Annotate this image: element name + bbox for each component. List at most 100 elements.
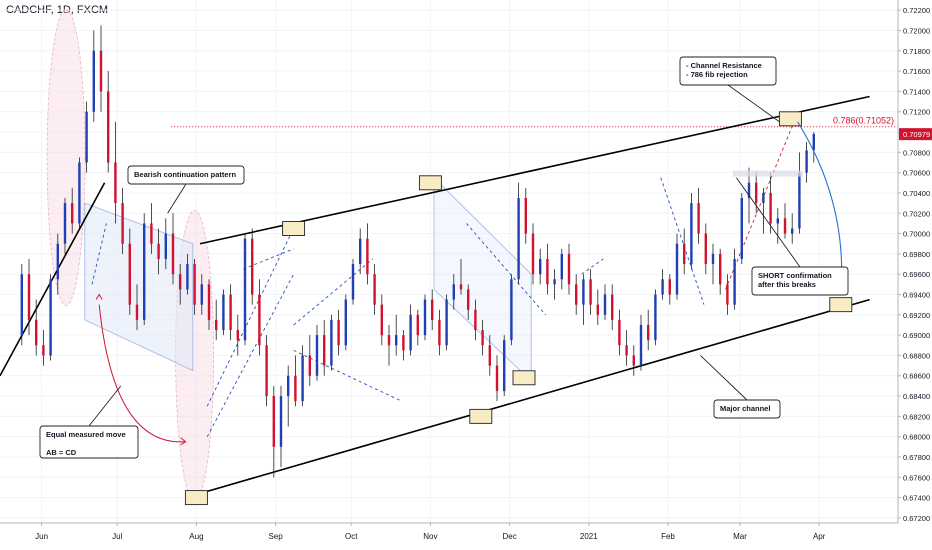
candle: [733, 248, 736, 310]
touch-point-box: [469, 408, 493, 424]
candle: [150, 203, 153, 254]
candle-body: [287, 375, 290, 397]
early-trend-line: [0, 182, 106, 377]
price-tick-label: 0.68000: [903, 433, 930, 442]
candle-body: [107, 91, 110, 163]
candle-body: [35, 319, 38, 346]
candle: [575, 274, 578, 315]
candle-body: [330, 319, 333, 366]
candle-body: [647, 324, 650, 341]
candle-body: [776, 218, 779, 224]
candle: [567, 243, 571, 295]
candle: [366, 223, 369, 285]
candle-body: [387, 335, 391, 346]
price-tick-label: 0.67400: [903, 494, 930, 503]
candle: [416, 309, 419, 346]
callout-box: [39, 425, 139, 459]
candle-body: [222, 294, 225, 331]
price-tick-label: 0.71800: [903, 47, 930, 56]
candle-body: [704, 233, 707, 265]
candle-body: [769, 192, 772, 224]
candle-body: [193, 264, 196, 305]
candle-body: [92, 50, 95, 112]
candle: [539, 248, 542, 285]
price-tick-label: 0.70800: [903, 148, 930, 157]
candle: [812, 132, 815, 163]
flag-pattern: [84, 202, 194, 372]
candle-body: [380, 304, 383, 336]
candle-body: [337, 319, 340, 346]
candle: [222, 289, 225, 336]
candle: [438, 309, 441, 356]
time-tick-label: Mar: [733, 532, 747, 541]
callout-pointer: [167, 183, 187, 214]
candle-body: [229, 294, 232, 331]
price-tick-label: 0.71200: [903, 108, 930, 117]
candle: [258, 279, 261, 356]
candle-body: [157, 243, 160, 259]
candle-body: [481, 330, 484, 346]
candle-body: [272, 396, 275, 447]
candle: [301, 345, 304, 407]
price-tick-label: 0.68200: [903, 412, 930, 421]
candle: [323, 319, 326, 376]
time-tick-label: Dec: [502, 532, 516, 541]
candle: [560, 248, 563, 290]
candle-body: [510, 279, 513, 341]
measured-move-arrow: [98, 304, 186, 443]
candle-body: [373, 274, 376, 305]
candle-body: [474, 309, 477, 331]
candle: [452, 274, 455, 310]
candle-body: [366, 238, 369, 275]
candle-body: [63, 203, 67, 244]
candle: [78, 157, 81, 229]
candle-body: [503, 340, 506, 391]
candle-body: [668, 279, 671, 295]
price-tick-label: 0.72200: [903, 6, 930, 15]
candle: [711, 243, 715, 285]
price-tick-label: 0.71600: [903, 67, 930, 76]
candle: [639, 314, 643, 371]
candle: [791, 213, 794, 244]
touch-point-box: [418, 175, 442, 191]
candle: [675, 233, 679, 300]
candle: [315, 324, 319, 381]
candle: [171, 213, 175, 285]
candle-body: [164, 233, 167, 259]
callout-text: Major channel: [720, 404, 770, 413]
candle: [531, 223, 535, 285]
candle: [488, 335, 491, 376]
candle-body: [56, 243, 59, 280]
candle-body: [143, 223, 146, 320]
candle-body: [539, 258, 542, 275]
candle-body: [459, 284, 463, 290]
time-tick-label: 2021: [580, 532, 598, 541]
price-tick-label: 0.69800: [903, 250, 930, 259]
candle: [279, 385, 283, 468]
candle-body: [611, 294, 614, 320]
candle: [200, 274, 203, 315]
candle: [517, 182, 520, 285]
arrow-head: [180, 437, 187, 446]
price-tick-label: 0.70600: [903, 169, 930, 178]
candle-body: [575, 284, 578, 305]
touch-point-box: [512, 370, 536, 386]
candle: [603, 284, 607, 320]
candle-body: [445, 299, 448, 346]
candle: [611, 284, 614, 331]
channel-upper-line: [199, 95, 870, 245]
candle: [423, 294, 427, 341]
candle-body: [416, 314, 419, 336]
candle: [380, 294, 383, 346]
candle: [287, 365, 290, 427]
candle: [503, 335, 506, 397]
candle: [776, 208, 779, 244]
pattern-dashed-line: [581, 258, 604, 275]
zone-ab: [46, 9, 86, 306]
candle: [272, 385, 275, 478]
pattern-dashed-line: [206, 273, 294, 437]
candle: [683, 228, 686, 275]
candle: [474, 299, 477, 341]
candle: [445, 294, 448, 351]
